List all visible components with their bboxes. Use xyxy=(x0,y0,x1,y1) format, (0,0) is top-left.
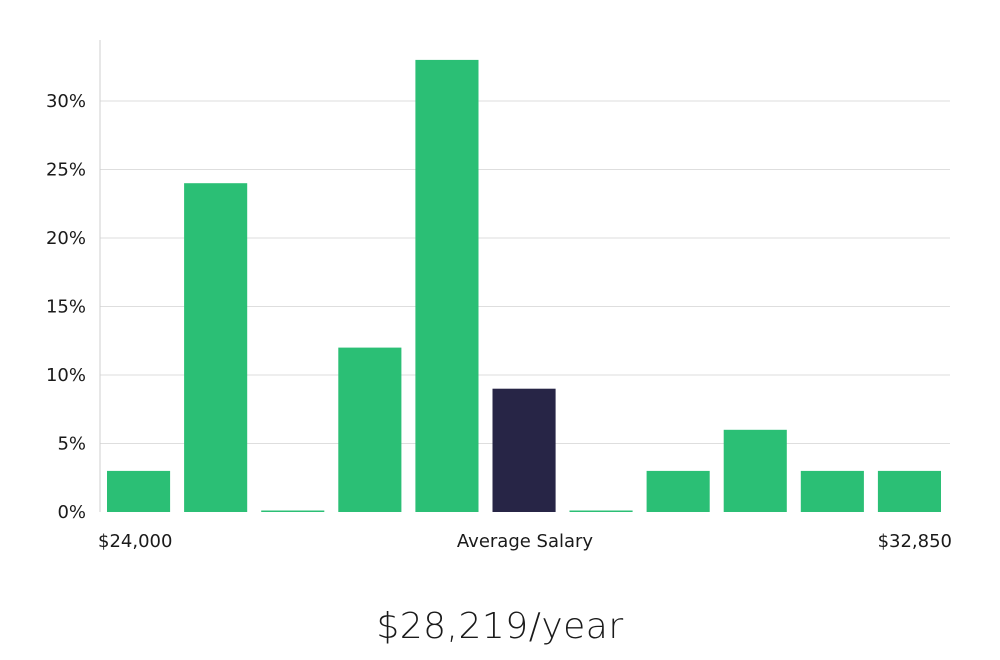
x-label-max: $32,850 xyxy=(878,531,952,552)
bar xyxy=(415,59,479,513)
y-tick-label: 30% xyxy=(46,91,86,112)
y-tick-label: 5% xyxy=(57,434,86,455)
bar xyxy=(877,470,941,512)
bar xyxy=(261,510,325,512)
x-axis-title: Average Salary xyxy=(457,531,594,552)
bar xyxy=(338,347,402,512)
bars xyxy=(107,59,941,513)
y-tick-label: 10% xyxy=(46,365,86,386)
bar-average-salary xyxy=(492,388,556,512)
bar xyxy=(184,183,248,512)
y-tick-label: 25% xyxy=(46,160,86,181)
y-axis-ticks: 0% 5% 10% 15% 20% 25% 30% xyxy=(46,91,86,523)
y-tick-label: 15% xyxy=(46,297,86,318)
y-tick-label: 0% xyxy=(57,502,86,523)
bar xyxy=(800,470,864,512)
bar xyxy=(646,470,710,512)
salary-distribution-chart: 0% 5% 10% 15% 20% 25% 30% $24,000 Average Sala… xyxy=(46,40,952,552)
x-label-min: $24,000 xyxy=(98,531,172,552)
bar xyxy=(723,429,787,512)
y-tick-label: 20% xyxy=(46,228,86,249)
bar xyxy=(107,470,171,512)
bar xyxy=(569,510,633,512)
average-salary-value: $28,219/year xyxy=(376,606,624,647)
